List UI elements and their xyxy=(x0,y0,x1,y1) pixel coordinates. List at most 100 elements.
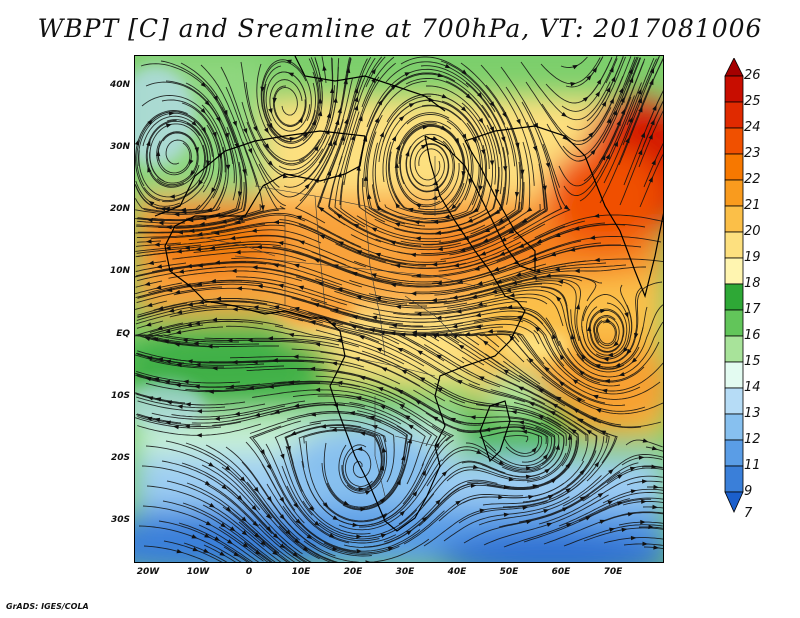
streamline-arrow xyxy=(521,429,528,434)
streamline-arrow xyxy=(234,219,241,225)
streamline-arrow xyxy=(156,325,163,330)
streamline-arrow xyxy=(594,364,601,369)
streamline-arrow xyxy=(178,269,185,274)
streamline-arrow xyxy=(599,519,606,524)
wbpt-streamline-map xyxy=(135,56,663,562)
streamline-arrow xyxy=(404,415,411,420)
streamline-arrow xyxy=(154,417,161,422)
streamline-arrow xyxy=(252,360,258,365)
streamline-arrow xyxy=(280,453,285,460)
streamline-arrow xyxy=(247,148,253,155)
streamline-arrow xyxy=(247,337,253,343)
streamline-arrow xyxy=(501,136,506,143)
streamline-arrow xyxy=(420,333,427,338)
streamline-arrow xyxy=(358,115,363,122)
streamline-arrow xyxy=(314,520,320,527)
streamline-arrow xyxy=(508,229,515,234)
streamline-arrow xyxy=(652,104,657,111)
streamline-arrow xyxy=(277,283,284,289)
streamline-arrow xyxy=(194,147,199,153)
streamline-arrow xyxy=(590,149,596,155)
streamline-arrow xyxy=(543,509,550,514)
streamline-arrow xyxy=(225,506,232,512)
streamline-arrow xyxy=(266,526,272,532)
streamline-arrow xyxy=(522,505,529,511)
streamline-arrow xyxy=(432,136,439,141)
streamline-arrow xyxy=(356,548,363,554)
streamline-arrow xyxy=(481,149,486,156)
streamline-arrow xyxy=(310,320,317,325)
streamline-arrow xyxy=(434,442,440,449)
streamline-arrow xyxy=(260,205,265,211)
streamline-arrow xyxy=(146,416,153,422)
streamline-arrow xyxy=(638,149,643,156)
streamline-arrow xyxy=(407,207,414,213)
streamline-arrow xyxy=(329,87,335,94)
streamline-arrow xyxy=(268,122,273,129)
streamline-arrow xyxy=(174,289,181,295)
streamline-arrow xyxy=(211,317,218,322)
streamline-arrow xyxy=(205,160,211,167)
streamline-arrow xyxy=(265,513,272,520)
streamline-arrow xyxy=(565,462,571,469)
streamline-arrow xyxy=(579,496,586,502)
streamline-arrow xyxy=(607,352,614,357)
colorbar-cell xyxy=(724,75,744,103)
streamline-arrow xyxy=(292,551,299,557)
streamline-arrow xyxy=(319,234,326,240)
streamline-arrow xyxy=(648,176,653,183)
streamline-arrow xyxy=(184,245,191,251)
streamline-arrow xyxy=(273,219,280,225)
streamline-arrow xyxy=(279,496,285,503)
streamline-arrow xyxy=(503,166,508,172)
streamline-arrow xyxy=(298,285,305,290)
colorbar-cell xyxy=(724,231,744,259)
streamline-arrow xyxy=(336,287,343,293)
streamline-arrow xyxy=(189,159,194,166)
colorbar-tick-label: 17 xyxy=(744,302,761,317)
streamline-arrow xyxy=(214,260,221,265)
streamline-arrow xyxy=(618,371,625,377)
lat-label-20n: 20N xyxy=(109,204,130,214)
streamline-arrows xyxy=(135,59,659,562)
streamline-arrow xyxy=(506,304,513,310)
streamline-arrow xyxy=(351,271,358,277)
streamline-arrow xyxy=(343,78,348,85)
lon-label-20w: 20W xyxy=(136,567,160,577)
streamline-arrow xyxy=(267,160,274,167)
streamline-arrow xyxy=(489,160,495,166)
streamline-arrow xyxy=(198,299,205,305)
streamline-arrow xyxy=(156,264,163,269)
streamline-arrow xyxy=(302,132,309,138)
streamline-arrow xyxy=(428,97,435,103)
streamline-arrow xyxy=(436,354,442,360)
streamline-arrow xyxy=(229,526,236,532)
streamline-arrow xyxy=(206,207,213,213)
streamline-arrow xyxy=(264,127,269,134)
lat-label-10n: 10N xyxy=(109,266,130,276)
streamline-arrow xyxy=(455,500,462,506)
streamline-arrow xyxy=(592,394,599,400)
streamline-arrow xyxy=(164,206,170,212)
streamline-arrow xyxy=(196,433,202,438)
streamline-arrow xyxy=(165,420,171,425)
streamline-arrow xyxy=(389,240,396,246)
streamline-arrow xyxy=(650,119,655,126)
streamline-arrow xyxy=(494,209,501,215)
streamline-arrow xyxy=(649,79,654,86)
streamline-arrow xyxy=(595,91,601,97)
streamline-arrow xyxy=(188,228,195,233)
streamline-arrow xyxy=(147,119,153,126)
streamline-arrow xyxy=(515,142,520,149)
streamline-arrow xyxy=(638,455,645,460)
streamline-arrow xyxy=(558,381,565,387)
streamline-arrow xyxy=(600,430,607,435)
streamline-arrow xyxy=(407,437,413,444)
streamline-arrow xyxy=(313,145,319,152)
colorbar-bottom-arrow xyxy=(724,491,744,513)
colorbar-cell xyxy=(724,361,744,389)
colorbar-tick-label: 12 xyxy=(744,432,761,447)
streamline-arrow xyxy=(294,538,300,544)
streamline-arrow xyxy=(557,279,564,285)
streamline-arrow xyxy=(444,214,450,219)
